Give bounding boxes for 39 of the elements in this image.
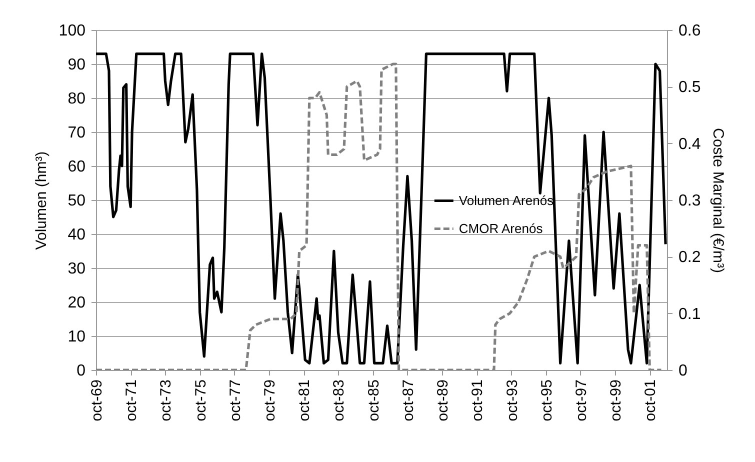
y2-tick-label: 0.6 [678, 22, 701, 40]
x-tick-label: oct-95 [538, 380, 556, 422]
x-tick-label: oct-81 [296, 380, 314, 422]
x-tick-label: oct-91 [469, 380, 486, 422]
y-tick-label: 20 [68, 294, 86, 312]
y-tick-label: 60 [68, 158, 86, 176]
legend-label: Volumen Arenós [458, 192, 554, 208]
x-tick-label: oct-75 [192, 380, 210, 422]
x-tick-label: oct-85 [365, 380, 382, 422]
y2-tick-label: 0.3 [678, 192, 701, 210]
x-tick-label: oct-79 [262, 380, 279, 422]
x-tick-label: oct-71 [123, 380, 140, 422]
y2-tick-label: 0.4 [678, 136, 701, 153]
x-tick-label: oct-83 [330, 380, 348, 422]
y-tick-label: 40 [68, 226, 86, 244]
y-axis-title: Volumen (hm³) [32, 151, 50, 250]
x-tick-label: oct-69 [88, 380, 106, 422]
x-tick-label: oct-89 [434, 380, 452, 422]
y-tick-label: 90 [68, 56, 86, 74]
y-tick-label: 50 [68, 192, 86, 210]
y2-tick-label: 0.5 [678, 79, 701, 96]
y-tick-label: 70 [68, 124, 86, 142]
x-tick-label: oct-97 [572, 380, 590, 422]
x-tick-label: oct-73 [158, 380, 175, 422]
y-tick-label: 100 [58, 22, 86, 40]
y-tick-label: 0 [76, 362, 86, 380]
y2-tick-label: 0.1 [678, 306, 701, 323]
legend-label: CMOR Arenós [458, 220, 544, 236]
y-tick-label: 80 [68, 90, 86, 108]
x-tick-label: oct-77 [226, 380, 244, 422]
x-tick-label: oct-01 [642, 380, 660, 422]
y-tick-label: 10 [68, 328, 86, 346]
y2-tick-label: 0 [678, 362, 688, 380]
y2-axis-title: Coste Marginal (€/m³) [710, 128, 727, 274]
x-tick-label: oct-93 [504, 380, 521, 422]
y-tick-label: 30 [68, 260, 86, 278]
x-tick-label: oct-99 [608, 380, 625, 422]
x-tick-label: oct-87 [400, 380, 417, 422]
y2-tick-label: 0.2 [678, 249, 701, 266]
